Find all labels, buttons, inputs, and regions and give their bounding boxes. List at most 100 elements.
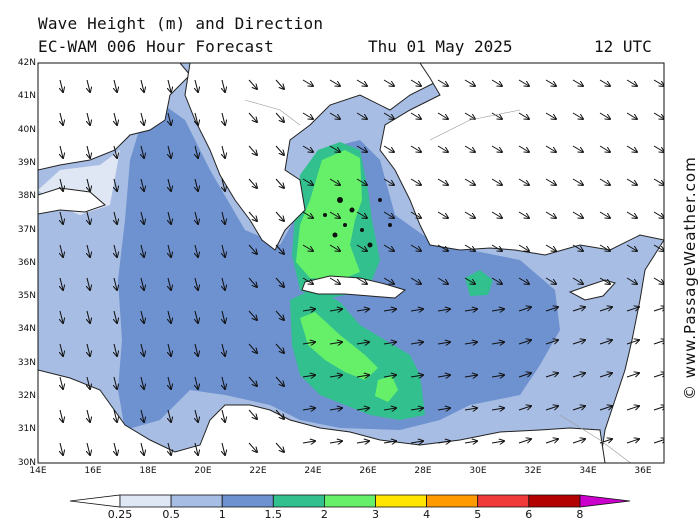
lat-label: 33N <box>17 357 36 368</box>
wave-direction-arrow <box>599 178 610 185</box>
wave-direction-arrow <box>222 112 225 125</box>
wave-direction-arrow <box>437 408 450 410</box>
wave-direction-arrow <box>168 442 171 455</box>
wave-direction-arrow <box>329 408 342 410</box>
wave-direction-arrow <box>87 409 90 422</box>
wave-direction-arrow <box>518 373 531 378</box>
wave-direction-arrow <box>114 310 117 323</box>
forecast-model: EC-WAM 006 Hour Forecast <box>38 37 274 56</box>
wave-direction-arrow <box>518 277 529 284</box>
wave-direction-arrow <box>464 277 475 284</box>
wave-direction-arrow <box>329 375 342 377</box>
wave-direction-arrow <box>653 373 664 378</box>
wave-direction-arrow <box>275 211 284 221</box>
wave-direction-arrow <box>141 79 144 92</box>
wave-direction-arrow <box>87 343 90 356</box>
lon-label: 36E <box>634 466 652 476</box>
wave-direction-arrow <box>626 178 637 185</box>
wave-direction-arrow <box>60 244 63 257</box>
map-field <box>38 63 664 463</box>
wave-direction-arrow <box>60 79 63 92</box>
lat-label: 40N <box>17 124 36 135</box>
wave-direction-arrow <box>437 342 450 344</box>
wave-direction-arrow <box>572 178 583 185</box>
wave-direction-arrow <box>653 439 664 444</box>
wave-direction-arrow <box>437 441 450 443</box>
lon-label: 28E <box>414 466 432 476</box>
wave-direction-arrow <box>195 211 198 224</box>
wave-direction-arrow <box>464 408 477 410</box>
wave-direction-arrow <box>275 145 284 155</box>
wave-direction-arrow <box>437 79 448 86</box>
wave-direction-arrow <box>329 112 340 119</box>
wave-direction-arrow <box>222 211 225 224</box>
wave-direction-arrow <box>491 244 502 251</box>
wave-direction-arrow <box>302 277 313 284</box>
wave-direction-arrow <box>626 79 637 86</box>
wave-direction-arrow <box>141 244 144 257</box>
lat-label: 31N <box>17 424 36 435</box>
direction-arrows <box>60 79 664 455</box>
wave-direction-arrow <box>626 277 637 284</box>
wave-direction-arrow <box>383 244 394 251</box>
wave-direction-arrow <box>87 211 90 224</box>
wave-direction-arrow <box>545 277 556 284</box>
wave-direction-arrow <box>141 310 144 323</box>
wave-direction-arrow <box>653 406 664 411</box>
wave-direction-arrow <box>87 376 90 389</box>
wave-direction-arrow <box>329 309 342 311</box>
colorbar-swatch <box>477 494 530 508</box>
lon-label: 18E <box>139 466 157 476</box>
wave-direction-arrow <box>302 408 315 410</box>
wave-direction-arrow <box>222 145 225 158</box>
wave-direction-arrow <box>572 244 583 251</box>
wave-direction-arrow <box>329 244 340 251</box>
wave-direction-arrow <box>545 406 558 411</box>
wave-direction-arrow <box>168 112 171 125</box>
wave-direction-arrow <box>275 310 284 320</box>
wave-direction-arrow <box>114 79 117 92</box>
wave-direction-arrow <box>518 244 529 251</box>
wave-direction-arrow <box>356 145 367 152</box>
lon-label: 32E <box>524 466 542 476</box>
aegean-islands <box>323 197 392 248</box>
wave-direction-arrow <box>87 442 90 455</box>
wave-direction-arrow <box>248 178 257 188</box>
sea-2-region-south <box>300 312 378 380</box>
wave-direction-arrow <box>410 408 423 410</box>
colorbar-label: 1.5 <box>264 508 283 521</box>
lat-label: 32N <box>17 391 36 401</box>
wave-direction-arrow <box>222 277 225 290</box>
wave-direction-arrow <box>141 343 144 356</box>
wave-direction-arrow <box>464 441 477 443</box>
wave-direction-arrow <box>383 309 396 311</box>
wave-direction-arrow <box>410 441 423 443</box>
wave-direction-arrow <box>329 79 340 86</box>
wave-direction-arrow <box>410 244 421 251</box>
wave-direction-arrow <box>114 211 117 224</box>
lat-label: 42N <box>17 58 36 68</box>
map-frame <box>37 62 665 464</box>
wave-direction-arrow <box>572 211 583 218</box>
wave-direction-arrow <box>599 439 612 444</box>
wave-direction-arrow <box>87 244 90 257</box>
wave-direction-arrow <box>195 178 198 191</box>
wave-direction-arrow <box>356 211 367 218</box>
wave-direction-arrow <box>464 244 475 251</box>
lat-label: 35N <box>17 291 36 302</box>
wave-direction-arrow <box>329 145 340 152</box>
wave-direction-arrow <box>437 375 450 377</box>
wave-direction-arrow <box>464 79 475 86</box>
wave-direction-arrow <box>599 244 610 251</box>
wave-direction-arrow <box>626 244 637 251</box>
wave-direction-arrow <box>329 441 342 443</box>
wave-direction-arrow <box>491 211 502 218</box>
wave-direction-arrow <box>518 211 529 218</box>
wave-direction-arrow <box>275 376 284 386</box>
wave-direction-arrow <box>60 442 63 455</box>
colorbar-label: 1 <box>218 508 226 521</box>
colorbar-label: 2 <box>320 508 328 521</box>
wave-direction-arrow <box>599 112 610 119</box>
wave-direction-arrow <box>222 376 225 389</box>
